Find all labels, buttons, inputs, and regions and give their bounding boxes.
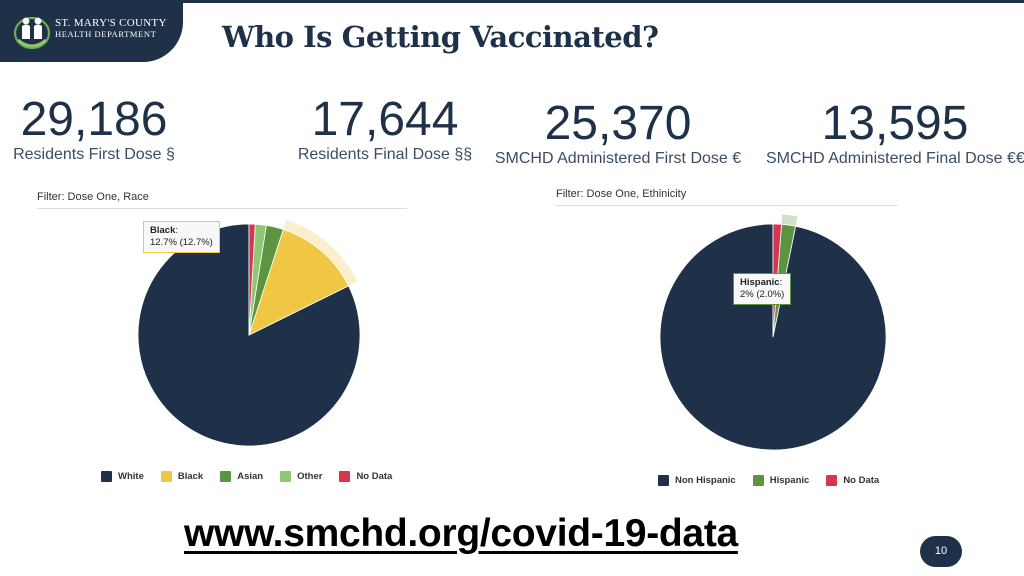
stat-value: 25,370 xyxy=(544,97,692,150)
ethnicity-chart-tooltip: Hispanic: 2% (2.0%) xyxy=(733,273,792,305)
legend-label: White xyxy=(118,471,144,482)
legend-swatch xyxy=(752,475,764,486)
logo-line-1: ST. MARY'S COUNTY xyxy=(55,17,167,29)
logo-line-2: HEALTH DEPARTMENT xyxy=(55,29,157,39)
legend-item-no-data[interactable]: No Data xyxy=(339,471,392,482)
legend-swatch xyxy=(160,471,172,482)
stat-smchd-final-dose: 13,595 SMCHD Administered Final Dose €€ xyxy=(766,100,1024,168)
legend-label: Asian xyxy=(237,471,264,482)
race-chart-filter: Filter: Dose One, Race xyxy=(37,191,407,209)
logo-banner: ST. MARY'S COUNTY HEALTH DEPARTMENT xyxy=(0,0,183,62)
stat-value: 13,595 xyxy=(821,97,969,150)
stat-label: Residents Final Dose §§ xyxy=(297,146,473,163)
ethnicity-chart-filter: Filter: Dose One, Ethinicity xyxy=(556,188,898,206)
ethnicity-chart-legend: Non Hispanic Hispanic No Data xyxy=(658,475,896,486)
stat-label: SMCHD Administered Final Dose €€ xyxy=(766,150,1024,167)
stat-residents-final-dose: 17,644 Residents Final Dose §§ xyxy=(292,96,478,164)
legend-swatch xyxy=(101,471,112,482)
legend-item-non-hispanic[interactable]: Non Hispanic xyxy=(658,475,736,486)
legend-item-other[interactable]: Other xyxy=(280,471,322,482)
tooltip-value: 2% (2.0%) xyxy=(740,289,785,300)
legend-item-black[interactable]: Black xyxy=(160,471,204,482)
slide-title: Who Is Getting Vaccinated? xyxy=(222,20,659,54)
legend-label: Other xyxy=(297,471,323,482)
legend-label: Non Hispanic xyxy=(675,475,736,486)
stat-label: Residents First Dose § xyxy=(13,146,175,163)
tooltip-series: Hispanic xyxy=(740,277,780,288)
page-number: 10 xyxy=(920,536,962,567)
legend-swatch xyxy=(280,471,292,482)
legend-label: Black xyxy=(177,471,204,482)
family-logo-icon xyxy=(13,16,51,50)
legend-swatch xyxy=(826,475,838,486)
data-website-link[interactable]: www.smchd.org/covid-19-data xyxy=(184,512,738,555)
race-chart-legend: White Black Asian Other No Data xyxy=(101,471,409,482)
stat-label: SMCHD Administered First Dose € xyxy=(494,150,742,167)
top-accent-line xyxy=(0,0,1024,3)
pie-slice-black[interactable] xyxy=(248,228,350,336)
legend-swatch xyxy=(220,471,232,482)
pie-slice-no-data[interactable] xyxy=(248,223,256,336)
stat-smchd-first-dose: 25,370 SMCHD Administered First Dose € xyxy=(493,100,743,168)
race-chart-tooltip: Black: 12.7% (12.7%) xyxy=(143,221,220,253)
tooltip-value: 12.7% (12.7%) xyxy=(150,237,213,248)
legend-item-asian[interactable]: Asian xyxy=(220,471,263,482)
stat-residents-first-dose: 29,186 Residents First Dose § xyxy=(8,96,180,164)
pie-slice-halo xyxy=(781,214,798,227)
legend-item-hispanic[interactable]: Hispanic xyxy=(752,475,810,486)
legend-item-white[interactable]: White xyxy=(101,471,144,482)
stat-value: 17,644 xyxy=(311,93,459,146)
legend-label: No Data xyxy=(356,471,393,482)
stat-value: 29,186 xyxy=(20,93,168,146)
legend-swatch xyxy=(339,471,351,482)
legend-label: No Data xyxy=(843,475,880,486)
legend-item-no-data[interactable]: No Data xyxy=(826,475,879,486)
tooltip-series: Black xyxy=(150,225,176,236)
legend-swatch xyxy=(658,475,669,486)
legend-label: Hispanic xyxy=(769,475,810,486)
logo-text: ST. MARY'S COUNTY HEALTH DEPARTMENT xyxy=(55,18,167,40)
